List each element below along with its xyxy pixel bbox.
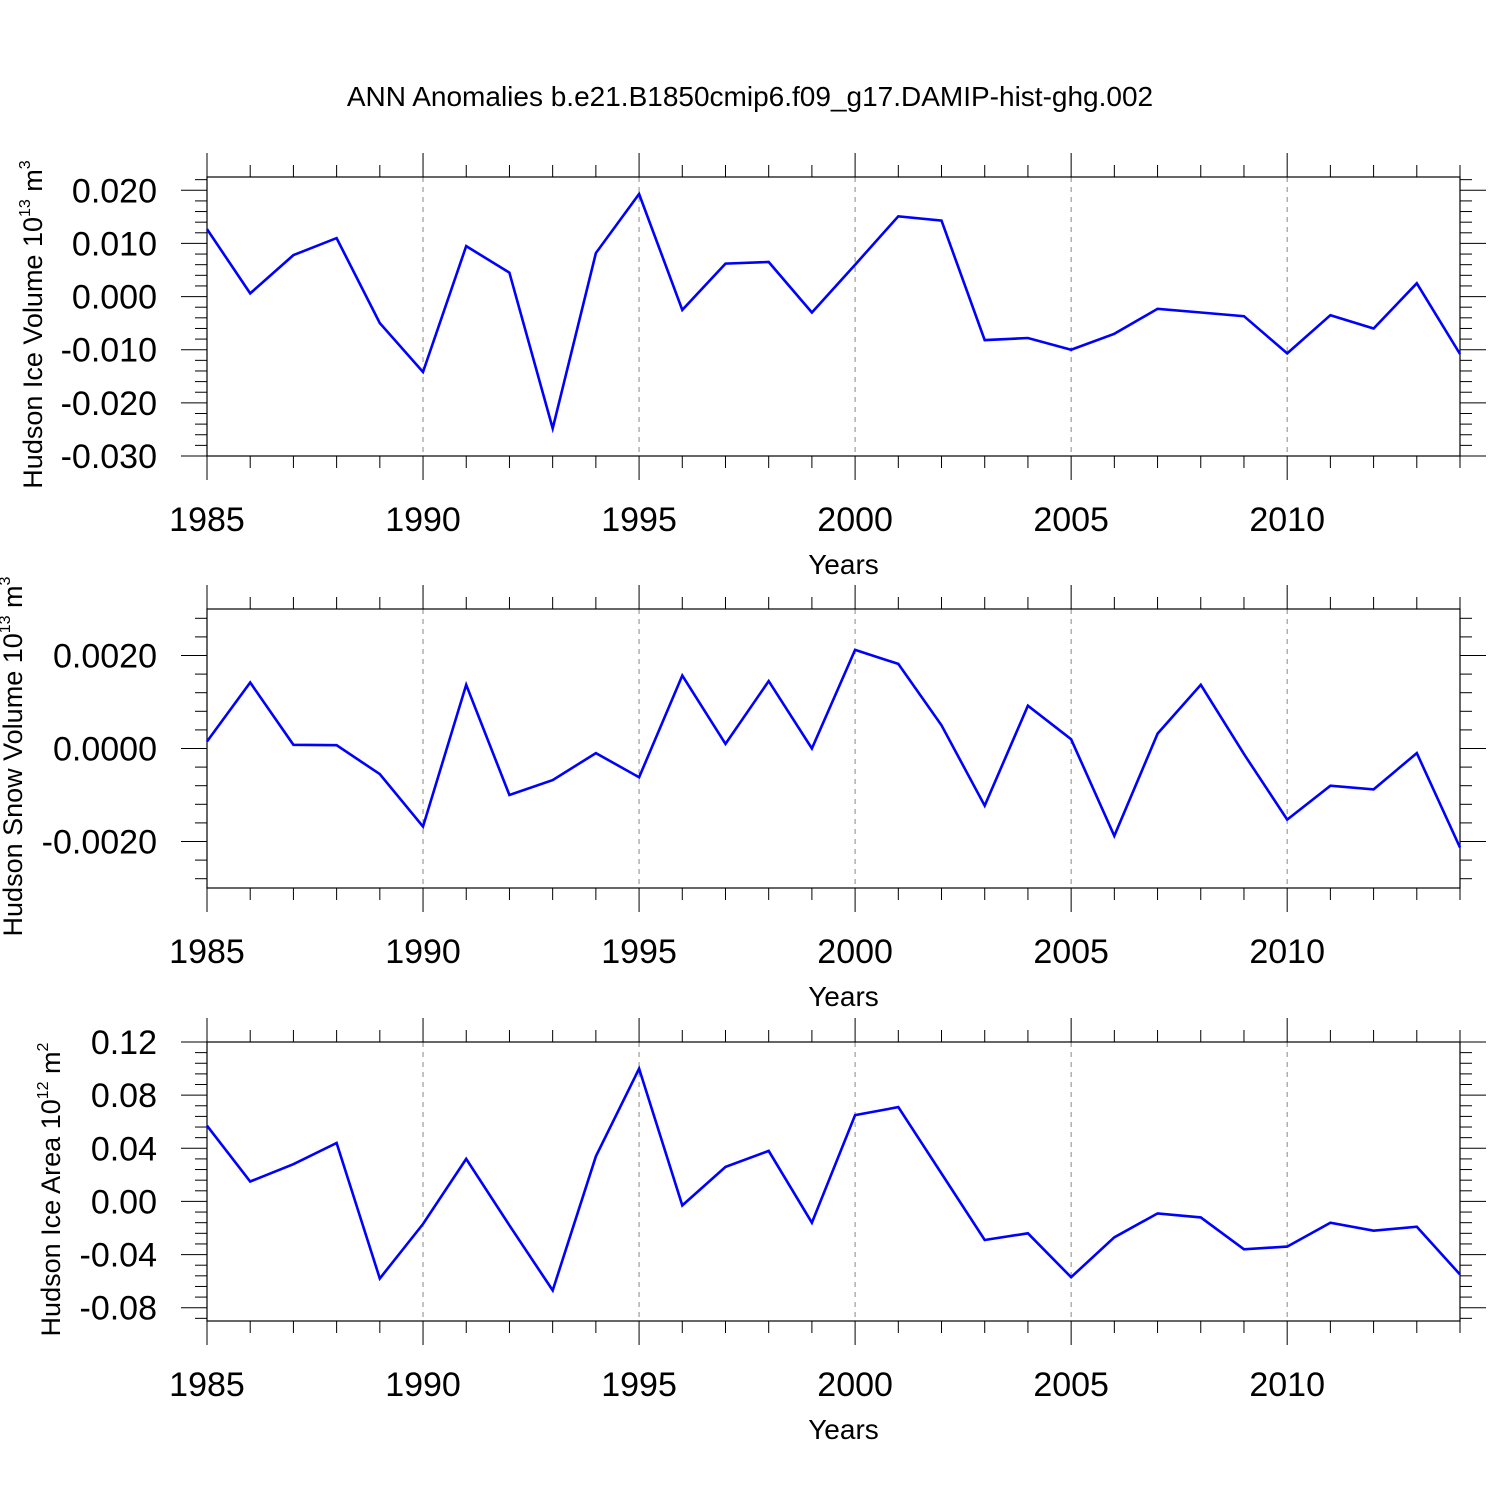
- y-tick-label: 0.010: [72, 225, 157, 263]
- y-axis-label-unit: m: [0, 585, 28, 615]
- y-tick-label: 0.04: [91, 1130, 157, 1168]
- y-axis-label-unit-exponent: 2: [35, 1042, 52, 1051]
- y-axis-label: Hudson Ice Area 1012 m2: [35, 1042, 66, 1336]
- y-axis-label-main: Hudson Ice Volume 10: [18, 217, 48, 489]
- x-tick-label: 1985: [169, 501, 245, 539]
- y-tick-label: -0.04: [80, 1237, 158, 1275]
- x-tick-label: 2005: [1033, 1366, 1109, 1404]
- x-tick-label: 1985: [169, 1366, 245, 1404]
- plot-frame: [206, 608, 1461, 889]
- y-tick-label: 0.00: [91, 1183, 157, 1221]
- y-axis-label-main: Hudson Ice Area 10: [36, 1099, 66, 1336]
- x-tick-label: 1995: [601, 501, 677, 539]
- y-tick-label: 0.0020: [53, 638, 157, 676]
- y-tick-label: -0.020: [61, 385, 157, 423]
- y-axis-label: Hudson Snow Volume 1013 m3: [0, 576, 28, 936]
- y-tick-label: -0.030: [61, 438, 157, 476]
- y-tick-label: 0.08: [91, 1077, 157, 1115]
- y-axis-label-unit-exponent: 3: [0, 576, 14, 585]
- x-axis-label: Years: [808, 1414, 879, 1445]
- x-tick-label: 2010: [1249, 933, 1325, 971]
- x-tick-label: 1995: [601, 1366, 677, 1404]
- series-line: [205, 1065, 1461, 1294]
- x-axis-label: Years: [808, 981, 879, 1012]
- x-tick-label: 2005: [1033, 501, 1109, 539]
- y-tick-label: 0.12: [91, 1024, 157, 1062]
- chart-panel-2: 1985 1990 1995 2000 2005 2010 Years -0.0020 0.00…: [0, 576, 1486, 1012]
- figure-title: ANN Anomalies b.e21.B1850cmip6.f09_g17.D…: [347, 81, 1153, 112]
- x-tick-label: 1990: [385, 501, 461, 539]
- y-axis-label-unit: m: [36, 1051, 66, 1081]
- x-tick-label: 2010: [1249, 501, 1325, 539]
- plot-frame: [206, 176, 1461, 457]
- chart-panel-3: 1985 1990 1995 2000 2005 2010 Years -0.08 -0.04 0…: [35, 1018, 1486, 1445]
- y-axis-label-exponent: 12: [35, 1081, 52, 1099]
- x-tick-label: 1990: [385, 933, 461, 971]
- y-axis-label-exponent: 13: [17, 199, 34, 217]
- x-tick-label: 2000: [817, 1366, 893, 1404]
- x-tick-label: 1985: [169, 933, 245, 971]
- x-tick-label: 1990: [385, 1366, 461, 1404]
- y-axis-label: Hudson Ice Volume 1013 m3: [17, 160, 48, 488]
- y-tick-label: -0.0020: [42, 824, 157, 862]
- y-tick-label: 0.0000: [53, 731, 157, 769]
- x-tick-label: 1995: [601, 933, 677, 971]
- plot-frame: [206, 1041, 1461, 1322]
- x-tick-label: 2010: [1249, 1366, 1325, 1404]
- y-tick-label: 0.020: [72, 172, 157, 210]
- y-tick-label: 0.000: [72, 279, 157, 317]
- y-axis-label-unit-exponent: 3: [17, 160, 34, 169]
- y-tick-label: -0.08: [80, 1290, 158, 1328]
- series-line: [205, 648, 1462, 849]
- x-tick-label: 2005: [1033, 933, 1109, 971]
- chart-panel-1: 1985 1990 1995 2000 2005 2010 Years -0.030 -0.02…: [17, 153, 1486, 580]
- y-tick-label: -0.010: [61, 332, 157, 370]
- x-tick-label: 2000: [817, 501, 893, 539]
- y-axis-label-main: Hudson Snow Volume 10: [0, 633, 28, 936]
- y-axis-label-exponent: 13: [0, 615, 14, 633]
- x-tick-label: 2000: [817, 933, 893, 971]
- y-axis-label-unit: m: [18, 169, 48, 199]
- x-axis-label: Years: [808, 549, 879, 580]
- series-line: [205, 191, 1462, 434]
